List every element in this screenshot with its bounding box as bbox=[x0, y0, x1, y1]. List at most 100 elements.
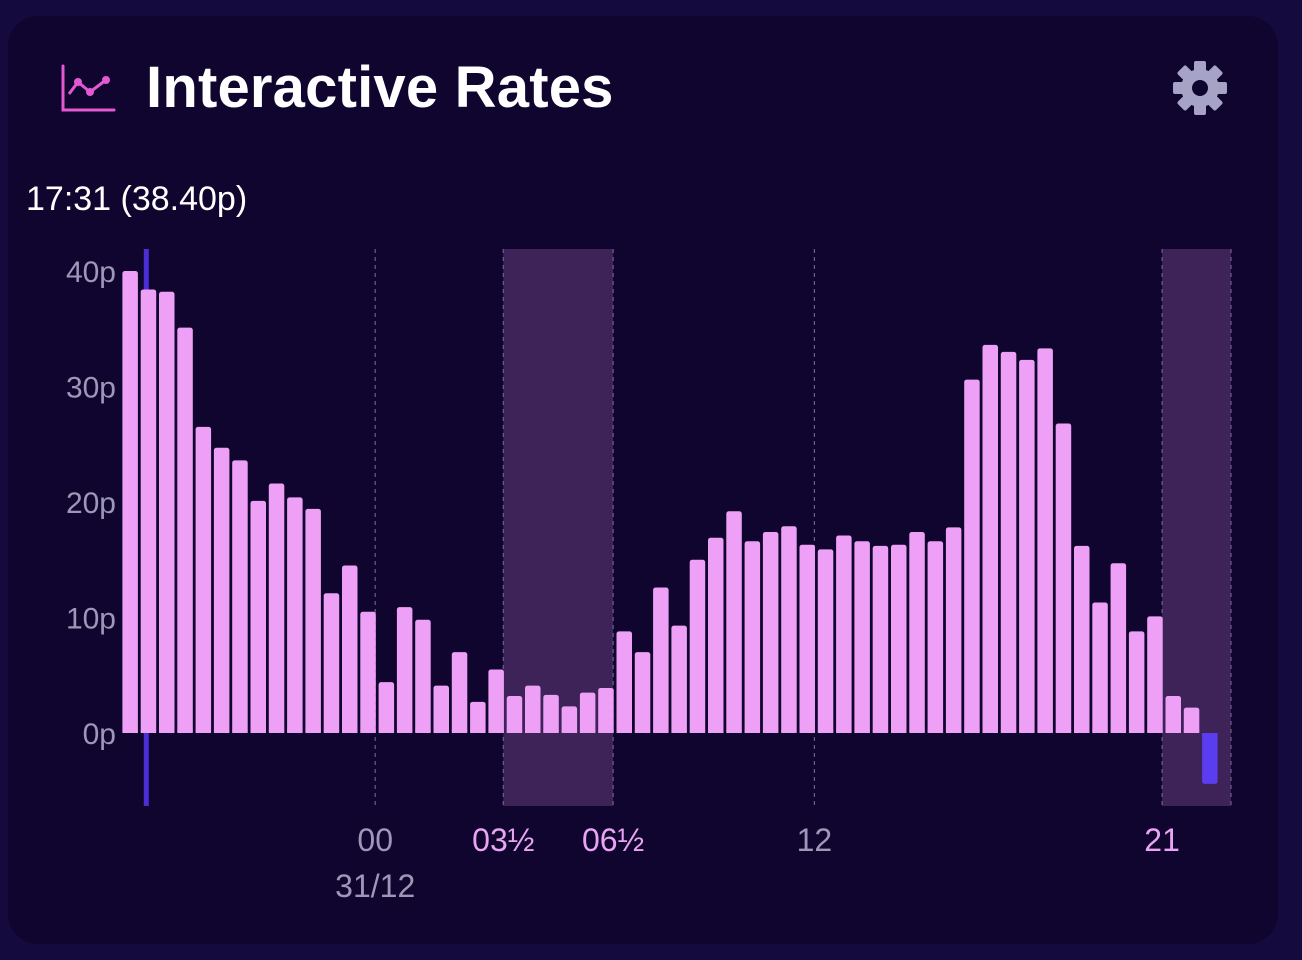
bar-base bbox=[781, 730, 797, 733]
bar-rect bbox=[433, 685, 449, 733]
bar-19[interactable] bbox=[470, 701, 486, 733]
bar-46[interactable] bbox=[964, 379, 980, 733]
bar-24[interactable] bbox=[561, 706, 578, 733]
bar-11[interactable] bbox=[323, 593, 340, 733]
bar-base bbox=[195, 730, 212, 733]
bar-rect bbox=[909, 532, 925, 733]
bar-7[interactable] bbox=[250, 500, 267, 733]
bar-25[interactable] bbox=[579, 692, 596, 733]
bar-42[interactable] bbox=[891, 544, 907, 733]
bar-58[interactable] bbox=[1183, 707, 1200, 733]
bar-27[interactable] bbox=[616, 631, 633, 733]
y-tick-label: 30p bbox=[66, 372, 116, 405]
bar-rect bbox=[1147, 616, 1163, 733]
bar-base bbox=[1074, 730, 1090, 733]
bar-50[interactable] bbox=[1037, 348, 1053, 733]
bar-33[interactable] bbox=[726, 511, 742, 733]
bar-0[interactable] bbox=[122, 271, 138, 733]
bar-base bbox=[1055, 730, 1072, 733]
bar-55[interactable] bbox=[1128, 631, 1145, 733]
bar-59[interactable] bbox=[1202, 733, 1218, 784]
bar-rect bbox=[653, 587, 669, 733]
bar-1[interactable] bbox=[140, 289, 157, 733]
bar-base bbox=[433, 730, 449, 733]
bar-base bbox=[268, 730, 285, 733]
bar-base bbox=[945, 730, 962, 733]
bar-4[interactable] bbox=[195, 426, 212, 733]
bar-rect bbox=[488, 669, 504, 733]
bar-39[interactable] bbox=[836, 535, 852, 733]
bar-base bbox=[579, 730, 596, 733]
bar-base bbox=[726, 730, 742, 733]
bar-26[interactable] bbox=[598, 687, 614, 733]
bar-49[interactable] bbox=[1019, 359, 1035, 733]
bar-base bbox=[982, 730, 998, 733]
bar-56[interactable] bbox=[1147, 616, 1163, 733]
x-tick-label: 21 bbox=[1144, 822, 1180, 858]
bar-rect bbox=[927, 541, 944, 733]
bar-2[interactable] bbox=[159, 291, 175, 733]
bar-32[interactable] bbox=[708, 537, 724, 733]
bar-9[interactable] bbox=[287, 497, 303, 733]
bar-17[interactable] bbox=[433, 685, 450, 733]
bar-14[interactable] bbox=[378, 682, 395, 733]
bar-12[interactable] bbox=[342, 565, 358, 733]
bar-30[interactable] bbox=[671, 625, 687, 733]
bar-41[interactable] bbox=[872, 545, 889, 733]
bar-rect bbox=[799, 544, 815, 733]
bar-20[interactable] bbox=[488, 669, 504, 733]
bar-18[interactable] bbox=[451, 652, 468, 733]
bar-45[interactable] bbox=[945, 527, 962, 733]
bar-29[interactable] bbox=[653, 587, 669, 733]
bar-35[interactable] bbox=[762, 532, 779, 733]
gear-icon[interactable] bbox=[1170, 58, 1230, 118]
bar-51[interactable] bbox=[1055, 423, 1072, 733]
bar-22[interactable] bbox=[525, 685, 541, 733]
bar-48[interactable] bbox=[1000, 351, 1017, 733]
bar-base bbox=[525, 730, 541, 733]
bar-54[interactable] bbox=[1110, 563, 1127, 733]
bar-base bbox=[1183, 730, 1200, 733]
bar-52[interactable] bbox=[1074, 545, 1090, 733]
bar-15[interactable] bbox=[396, 607, 413, 733]
bar-47[interactable] bbox=[982, 344, 999, 733]
y-tick-label: 10p bbox=[66, 603, 116, 636]
bar-44[interactable] bbox=[927, 541, 944, 733]
bar-28[interactable] bbox=[634, 652, 651, 733]
bar-rect bbox=[122, 271, 138, 733]
bar-37[interactable] bbox=[799, 544, 816, 733]
bar-base bbox=[1202, 733, 1218, 736]
bar-base bbox=[1110, 730, 1127, 733]
bar-57[interactable] bbox=[1165, 696, 1182, 733]
page-title: Interactive Rates bbox=[146, 55, 614, 120]
bar-16[interactable] bbox=[415, 619, 431, 733]
bar-rect bbox=[982, 344, 998, 733]
bar-31[interactable] bbox=[689, 559, 706, 733]
bar-rect bbox=[1000, 351, 1017, 733]
bar-8[interactable] bbox=[268, 483, 285, 733]
bar-40[interactable] bbox=[854, 541, 870, 733]
bar-rect bbox=[964, 379, 980, 733]
bar-rect bbox=[598, 687, 614, 733]
bar-23[interactable] bbox=[543, 694, 559, 733]
bar-rect bbox=[415, 619, 431, 733]
bar-21[interactable] bbox=[506, 696, 523, 733]
bar-rect bbox=[616, 631, 632, 733]
bar-base bbox=[232, 730, 248, 733]
bar-rect bbox=[579, 692, 596, 733]
bar-rect bbox=[671, 625, 687, 733]
bar-38[interactable] bbox=[817, 549, 834, 733]
bar-base bbox=[1128, 730, 1145, 733]
bar-rect bbox=[781, 526, 797, 733]
bar-base bbox=[323, 730, 340, 733]
bar-53[interactable] bbox=[1092, 602, 1108, 733]
bar-13[interactable] bbox=[360, 611, 376, 733]
bar-3[interactable] bbox=[177, 327, 193, 733]
bar-6[interactable] bbox=[232, 460, 248, 733]
bar-10[interactable] bbox=[305, 508, 321, 733]
bar-34[interactable] bbox=[744, 541, 761, 733]
bar-5[interactable] bbox=[213, 447, 230, 733]
bar-36[interactable] bbox=[781, 526, 797, 733]
bar-43[interactable] bbox=[909, 532, 925, 733]
